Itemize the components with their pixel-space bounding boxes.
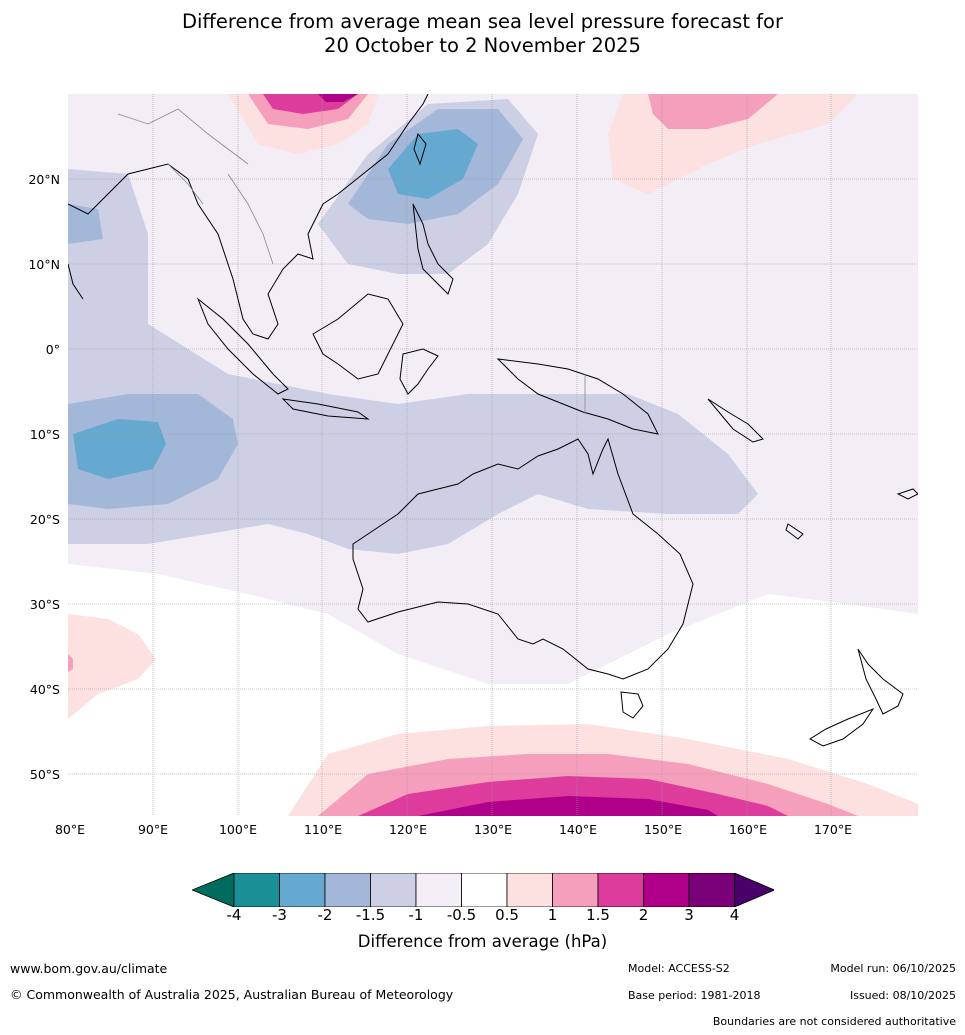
colorbar-svg — [190, 872, 776, 908]
colorbar-tick-label: -3 — [272, 906, 287, 924]
lat-label-10n: 10°N — [28, 257, 60, 272]
lon-label-90e: 90°E — [137, 822, 169, 837]
colorbar-tick-label: -1.5 — [355, 906, 386, 924]
coastline-new-guinea — [496, 358, 659, 435]
chart-title: Difference from average mean sea level p… — [0, 10, 965, 58]
colorbar-segment — [552, 872, 599, 908]
colorbar-tick-label: -0.5 — [446, 906, 477, 924]
anomaly-region-southwest-pink-core — [68, 654, 73, 672]
colorbar-tick-label: 1 — [547, 906, 558, 924]
coastline-vanuatu — [785, 523, 804, 540]
colorbar-label: Difference from average (hPa) — [357, 932, 608, 951]
lat-label-40s: 40°S — [29, 682, 60, 697]
coastline-solomon-islands — [707, 398, 764, 443]
colorbar-segment — [688, 872, 735, 908]
colorbar-segment — [643, 872, 690, 908]
coastline-tasmania — [620, 691, 644, 719]
colorbar-segment — [370, 872, 417, 908]
coastline-new-zealand-north — [857, 648, 904, 715]
footer-disclaimer: Boundaries are not considered authoritat… — [712, 1015, 956, 1028]
coastline-australia — [352, 437, 694, 680]
title-line-2: 20 October to 2 November 2025 — [324, 34, 641, 57]
colorbar-low-extend — [190, 872, 235, 908]
footer-copyright: © Commonwealth of Australia 2025, Austra… — [10, 987, 454, 1002]
coastline-taiwan — [413, 132, 427, 166]
colorbar-tick-label: -4 — [226, 906, 242, 924]
coastline-sulawesi — [399, 348, 439, 395]
coastline-india — [68, 263, 84, 300]
country-borders — [117, 108, 586, 414]
colorbar-tick-label: 3 — [684, 906, 694, 924]
colorbar-tick-label: 2 — [638, 906, 649, 924]
anomaly-region-west-edge — [68, 204, 103, 244]
colorbar-segment — [461, 872, 508, 908]
colorbar-segment — [415, 872, 462, 908]
lon-label-130e: 130°E — [473, 822, 512, 837]
lon-label-80e: 80°E — [54, 822, 86, 837]
footer-model: Model: ACCESS-S2 — [628, 962, 730, 975]
lat-label-50s: 50°S — [29, 767, 60, 782]
lat-label-20n: 20°N — [28, 172, 60, 187]
colorbar-segment — [506, 872, 553, 908]
coastline-fiji — [896, 488, 918, 500]
lon-label-150e: 150°E — [643, 822, 682, 837]
colorbar-segment — [233, 872, 280, 908]
anomaly-region-light-lavender — [68, 94, 918, 684]
coastlines — [68, 94, 918, 747]
footer-website-link[interactable]: www.bom.gov.au/climate — [10, 961, 168, 976]
coastline-borneo — [312, 293, 404, 380]
anomaly-region-china-pink-peak — [318, 94, 358, 102]
anomaly-region-west-band — [68, 169, 758, 554]
anomaly-region-northeast-pink-core — [648, 94, 778, 129]
lat-label-20s: 20°S — [29, 512, 60, 527]
colorbar-tick-label: 0.5 — [495, 906, 519, 924]
colorbar-tick-label: -1 — [408, 906, 424, 924]
colorbar-segment — [597, 872, 644, 908]
coastline-new-zealand-south — [809, 707, 875, 747]
pressure-anomaly-map — [68, 94, 918, 816]
lon-label-120e: 120°E — [388, 822, 427, 837]
coastline-philippines — [412, 203, 454, 295]
footer-issued: Issued: 08/10/2025 — [849, 989, 956, 1002]
colorbar-segment — [279, 872, 326, 908]
coastline-asia-mainland — [68, 94, 429, 340]
colorbar — [190, 872, 776, 911]
lon-label-140e: 140°E — [558, 822, 597, 837]
coastline-java — [281, 398, 370, 420]
title-line-1: Difference from average mean sea level p… — [182, 10, 783, 33]
coastline-sumatra — [196, 297, 289, 395]
colorbar-tick-label: -2 — [317, 906, 333, 924]
footer-model-run: Model run: 06/10/2025 — [830, 962, 956, 975]
map-svg — [68, 94, 918, 816]
colorbar-tick-label: 1.5 — [586, 906, 610, 924]
anomaly-region-southern-pink-peak — [418, 796, 718, 816]
colorbar-tick-label: 4 — [729, 906, 740, 924]
colorbar-segment — [324, 872, 371, 908]
anomaly-region-southwest-pink — [68, 614, 156, 719]
colorbar-high-extend — [734, 872, 776, 908]
lon-label-100e: 100°E — [218, 822, 257, 837]
anomaly-region-north-core — [388, 129, 478, 199]
lon-label-160e: 160°E — [728, 822, 767, 837]
lat-label-30s: 30°S — [29, 597, 60, 612]
lon-label-110e: 110°E — [303, 822, 342, 837]
lat-label-0: 0° — [45, 342, 60, 357]
lat-label-10s: 10°S — [29, 427, 60, 442]
lon-label-170e: 170°E — [813, 822, 852, 837]
map-gridlines — [68, 94, 918, 816]
footer-base-period: Base period: 1981-2018 — [628, 989, 761, 1002]
